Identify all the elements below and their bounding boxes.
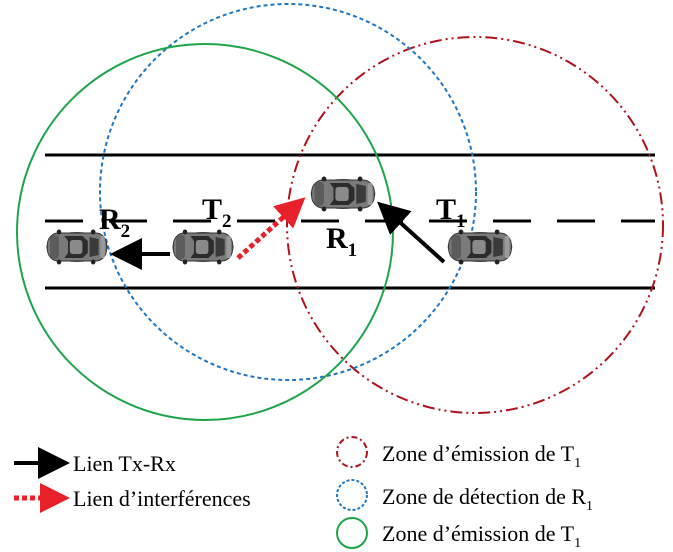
- legend-zone-green-label: Zone d’émission de T1: [382, 521, 581, 551]
- legend-zone-green-swatch: [336, 517, 368, 549]
- legend-zone-red-swatch: [336, 436, 368, 468]
- car-t1: [447, 229, 513, 265]
- legend-zone-blue-swatch: [336, 479, 368, 511]
- label-r1: R1: [326, 222, 357, 261]
- label-t1: T1: [436, 193, 466, 232]
- zone-detection-r1-circle: [99, 3, 477, 381]
- legend-interference-label: Lien d’interférences: [73, 486, 251, 511]
- label-t2: T2: [202, 193, 232, 232]
- interference-link-t2-r1: [236, 197, 306, 260]
- label-r2: R2: [99, 203, 130, 242]
- road: [45, 153, 655, 290]
- legend-zones: Zone d’émission de T1 Zone de détection …: [336, 436, 593, 551]
- legend-zone-blue-label: Zone de détection de R1: [382, 484, 593, 514]
- car-r1: [310, 176, 376, 212]
- legend-tx-rx-label: Lien Tx-Rx: [73, 451, 176, 476]
- tx-rx-link-t1-r1: [377, 201, 446, 264]
- legend-links: Lien Tx-Rx Lien d’interférences: [14, 447, 251, 513]
- legend-zone-red-label: Zone d’émission de T1: [382, 441, 581, 471]
- car-t2: [171, 229, 235, 265]
